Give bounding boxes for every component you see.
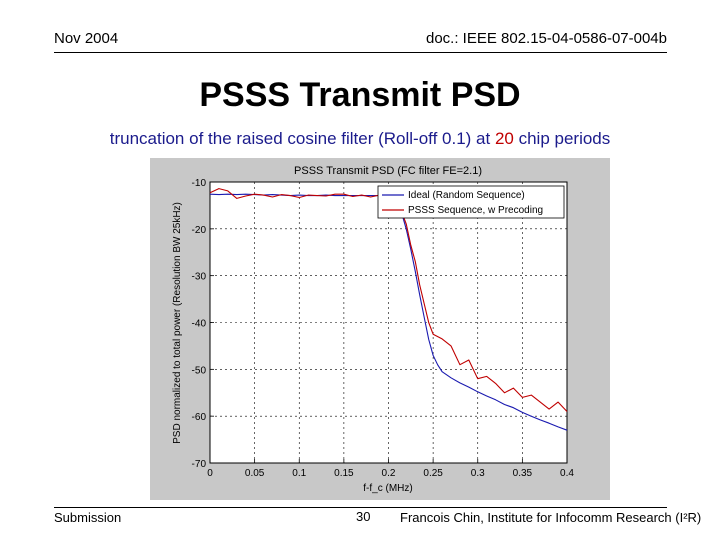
x-tick-label: 0.4 [560,468,574,479]
grid-lines [210,182,567,463]
footer-submission: Submission [54,510,122,525]
subtitle-pre: truncation of the raised cosine filter (… [109,129,495,148]
subtitle-highlight: 20 [494,129,514,148]
y-tick-label: -60 [192,412,207,423]
header-rule [54,52,667,53]
chart-title: PSSS Transmit PSD (FC filter FE=2.1) [294,165,482,177]
x-axis-label: f-f_c (MHz) [363,483,412,494]
slide-subtitle: truncation of the raised cosine filter (… [0,129,720,149]
footer-author: Francois Chin, Institute for Infocomm Re… [400,510,702,525]
y-tick-label: -50 [192,365,207,376]
legend-box [377,185,565,219]
legend-label-ideal: Ideal (Random Sequence) [408,190,525,201]
y-tick-label: -40 [192,319,207,330]
x-tick-label: 0.25 [423,468,443,479]
psd-chart: PSSS Transmit PSD (FC filter FE=2.1) 0 0.… [172,165,575,494]
subtitle-post: chip periods [513,129,611,148]
x-tick-label: 0.35 [513,468,533,479]
psd-figure: PSSS Transmit PSD (FC filter FE=2.1) 0 0.… [150,158,610,500]
y-axis-label: PSD normalized to total power (Resolutio… [172,202,183,444]
axis-ticks: 0 0.05 0.1 0.15 0.2 0.25 0.3 0.35 0.4 -10 -20 -30 -4… [192,178,575,479]
legend-label-psss: PSSS Sequence, w Precoding [408,205,543,216]
page-number: 30 [356,509,371,524]
x-tick-label: 0 [207,468,213,479]
x-tick-label: 0.3 [471,468,485,479]
y-tick-label: -30 [192,272,207,283]
y-tick-label: -70 [192,459,207,470]
y-tick-label: -20 [192,225,207,236]
footer-rule [54,507,667,508]
x-tick-label: 0.05 [245,468,265,479]
x-tick-label: 0.15 [334,468,354,479]
x-tick-label: 0.1 [292,468,306,479]
x-tick-label: 0.2 [382,468,396,479]
y-tick-label: -10 [192,178,207,189]
header-date: Nov 2004 [54,30,119,47]
legend: Ideal (Random Sequence) PSSS Sequence, w… [377,185,565,219]
header-doc-id: doc.: IEEE 802.15-04-0586-07-004b [425,30,667,47]
slide-title: PSSS Transmit PSD [199,76,521,114]
